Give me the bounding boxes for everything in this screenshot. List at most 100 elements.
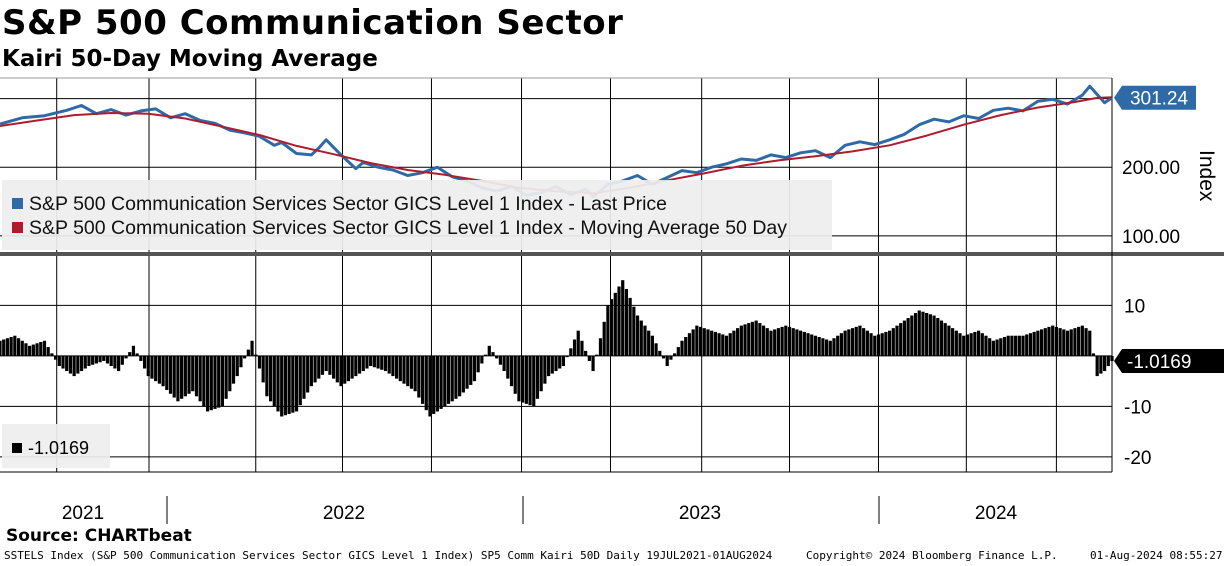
kairi-bar xyxy=(999,338,1003,356)
kairi-bar xyxy=(213,355,217,409)
kairi-bar xyxy=(1025,334,1029,356)
kairi-bar xyxy=(380,355,384,370)
kairi-bar xyxy=(939,320,944,356)
kairi-bar xyxy=(235,355,239,377)
kairi-bar xyxy=(446,355,451,404)
kairi-bar xyxy=(20,340,24,356)
kairi-bar xyxy=(576,330,580,356)
kairi-bar xyxy=(958,333,962,356)
kairi-bar xyxy=(79,355,84,372)
kairi-bar xyxy=(795,329,799,356)
kairi-bar xyxy=(428,355,432,417)
kairi-bar xyxy=(354,355,358,377)
kairi-bar xyxy=(532,355,536,407)
bottom-y-tick-label: -10 xyxy=(1124,397,1151,418)
kairi-bar xyxy=(728,333,732,356)
kairi-bar xyxy=(962,335,966,356)
kairi-bar xyxy=(973,331,977,356)
kairi-bar xyxy=(850,328,855,356)
kairi-bar xyxy=(76,355,80,374)
kairi-bar xyxy=(57,355,61,366)
kairi-bar xyxy=(72,355,76,377)
kairi-bar xyxy=(513,355,517,394)
kairi-bar xyxy=(469,355,473,385)
kairi-bar xyxy=(673,353,677,356)
kairi-bar xyxy=(758,323,762,356)
kairi-bar xyxy=(228,355,232,392)
kairi-bar xyxy=(917,310,921,356)
kairi-bar xyxy=(139,355,143,361)
kairi-bar xyxy=(383,355,388,372)
kairi-bar xyxy=(1017,335,1021,356)
kairi-bar xyxy=(1051,325,1055,356)
kairi-bar xyxy=(1043,328,1047,356)
kairi-bar xyxy=(9,336,13,356)
kairi-bar xyxy=(194,355,199,397)
kairi-bar xyxy=(602,321,606,356)
kairi-bar xyxy=(710,330,714,356)
kairi-bar xyxy=(487,345,491,356)
kairi-bar xyxy=(928,314,932,356)
kairi-bar xyxy=(83,355,87,369)
kairi-bar xyxy=(128,352,132,356)
kairi-bar xyxy=(921,311,925,356)
kairi-bar xyxy=(332,355,336,379)
kairi-bar xyxy=(647,330,651,356)
kairi-bar xyxy=(691,329,695,356)
kairi-bar xyxy=(180,355,184,399)
kairi-bar xyxy=(661,355,666,359)
kairi-bar xyxy=(976,330,981,356)
kairi-bar xyxy=(613,292,617,356)
kairi-bar xyxy=(862,328,866,356)
kairi-bar xyxy=(276,355,280,412)
kairi-bar xyxy=(306,355,310,393)
kairi-bar xyxy=(328,355,332,375)
kairi-bar xyxy=(635,315,640,356)
kairi-bar xyxy=(432,355,436,414)
kairi-bar xyxy=(142,355,147,369)
kairi-bar xyxy=(572,339,577,356)
kairi-bar xyxy=(706,329,710,356)
kairi-bar xyxy=(747,323,751,356)
kairi-bar xyxy=(220,355,224,407)
kairi-bar xyxy=(736,328,740,356)
kairi-bar xyxy=(502,355,506,372)
kairi-bar xyxy=(94,355,98,364)
kairi-bar xyxy=(658,350,662,356)
kairi-bar xyxy=(610,299,614,356)
kairi-bar xyxy=(91,355,95,365)
kairi-bar xyxy=(313,355,317,383)
kairi-bar xyxy=(1080,325,1084,356)
kairi-bar xyxy=(217,355,221,408)
kairi-bar xyxy=(87,355,91,366)
kairi-bar xyxy=(461,355,465,393)
kairi-bar xyxy=(257,355,262,369)
kairi-bar xyxy=(50,353,54,356)
kairi-bar xyxy=(847,329,851,356)
kairi-bar xyxy=(624,289,629,356)
kairi-bar xyxy=(943,323,947,356)
kairi-bar xyxy=(876,334,881,356)
kairi-bar xyxy=(554,355,558,372)
kairi-bar xyxy=(372,355,376,368)
kairi-bar xyxy=(1091,353,1096,356)
kairi-bar xyxy=(402,355,406,384)
kairi-bar xyxy=(954,330,958,356)
kairi-bar xyxy=(654,343,658,356)
kairi-bar xyxy=(535,355,540,399)
panel-separator xyxy=(0,252,1224,256)
kairi-bar xyxy=(843,330,847,356)
kairi-bar xyxy=(246,349,250,356)
kairi-bar xyxy=(784,325,788,356)
kairi-bar xyxy=(35,343,39,356)
kairi-bar xyxy=(724,335,729,356)
kairi-bar xyxy=(506,355,510,379)
kairi-bar xyxy=(799,330,803,356)
kairi-bar xyxy=(888,330,892,356)
kairi-bar xyxy=(817,336,821,356)
kairi-bar xyxy=(1032,331,1036,356)
kairi-bar xyxy=(569,348,573,356)
kairi-bar xyxy=(650,335,654,356)
kairi-bar xyxy=(465,355,469,389)
kairi-bar xyxy=(821,338,825,356)
